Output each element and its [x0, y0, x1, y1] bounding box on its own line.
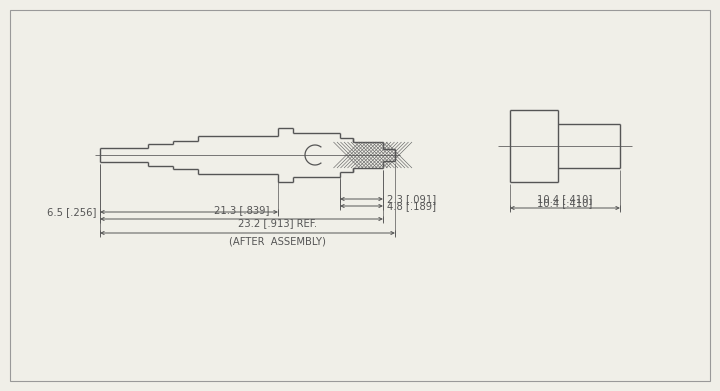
Text: 10.4 [.410]: 10.4 [.410]: [537, 198, 593, 208]
Text: 23.2 [.913] REF.: 23.2 [.913] REF.: [238, 218, 317, 228]
Text: 10.4 [.410]: 10.4 [.410]: [537, 194, 593, 204]
Text: 4.8 [.189]: 4.8 [.189]: [387, 201, 436, 211]
Text: 21.3 [.839]: 21.3 [.839]: [214, 205, 269, 215]
Text: (AFTER  ASSEMBLY): (AFTER ASSEMBLY): [229, 236, 326, 246]
Text: 6.5 [.256]: 6.5 [.256]: [47, 207, 96, 217]
Text: 2.3 [.091]: 2.3 [.091]: [387, 194, 436, 204]
